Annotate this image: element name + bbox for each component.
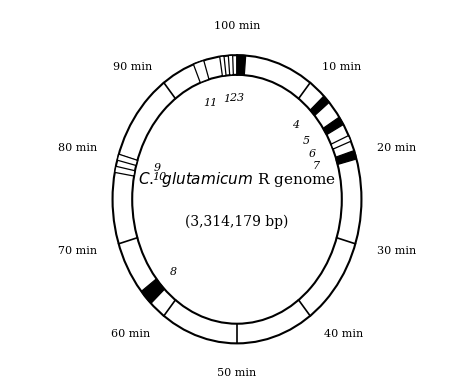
Text: 60 min: 60 min bbox=[111, 329, 150, 339]
Text: 10: 10 bbox=[152, 172, 166, 182]
Text: 50 min: 50 min bbox=[218, 368, 256, 378]
Polygon shape bbox=[331, 136, 351, 149]
Text: 90 min: 90 min bbox=[113, 62, 152, 72]
Text: 10 min: 10 min bbox=[322, 62, 361, 72]
Polygon shape bbox=[228, 55, 233, 75]
Polygon shape bbox=[336, 151, 356, 165]
Text: 1: 1 bbox=[223, 94, 230, 103]
Text: 4: 4 bbox=[292, 120, 300, 130]
Text: 30 min: 30 min bbox=[377, 246, 417, 256]
Polygon shape bbox=[323, 117, 343, 135]
Text: 100 min: 100 min bbox=[214, 21, 260, 31]
Text: 2: 2 bbox=[229, 93, 236, 103]
Text: 7: 7 bbox=[312, 162, 319, 171]
Polygon shape bbox=[193, 60, 209, 83]
Text: 80 min: 80 min bbox=[57, 143, 97, 152]
Text: 5: 5 bbox=[303, 136, 310, 146]
Polygon shape bbox=[237, 55, 246, 75]
Text: 6: 6 bbox=[309, 149, 316, 159]
Polygon shape bbox=[117, 154, 137, 165]
Text: 3: 3 bbox=[237, 93, 244, 103]
Text: 40 min: 40 min bbox=[324, 329, 363, 339]
Text: 20 min: 20 min bbox=[377, 143, 417, 152]
Polygon shape bbox=[219, 56, 226, 76]
Text: 11: 11 bbox=[203, 98, 217, 108]
Polygon shape bbox=[141, 279, 164, 303]
Text: $\it{C.\ glutamicum}$ R genome: $\it{C.\ glutamicum}$ R genome bbox=[138, 170, 336, 189]
Text: 8: 8 bbox=[170, 267, 177, 277]
Text: (3,314,179 bp): (3,314,179 bp) bbox=[185, 215, 289, 229]
Text: 9: 9 bbox=[154, 163, 161, 173]
Polygon shape bbox=[115, 166, 135, 176]
Polygon shape bbox=[310, 96, 329, 116]
Text: 70 min: 70 min bbox=[58, 246, 97, 256]
